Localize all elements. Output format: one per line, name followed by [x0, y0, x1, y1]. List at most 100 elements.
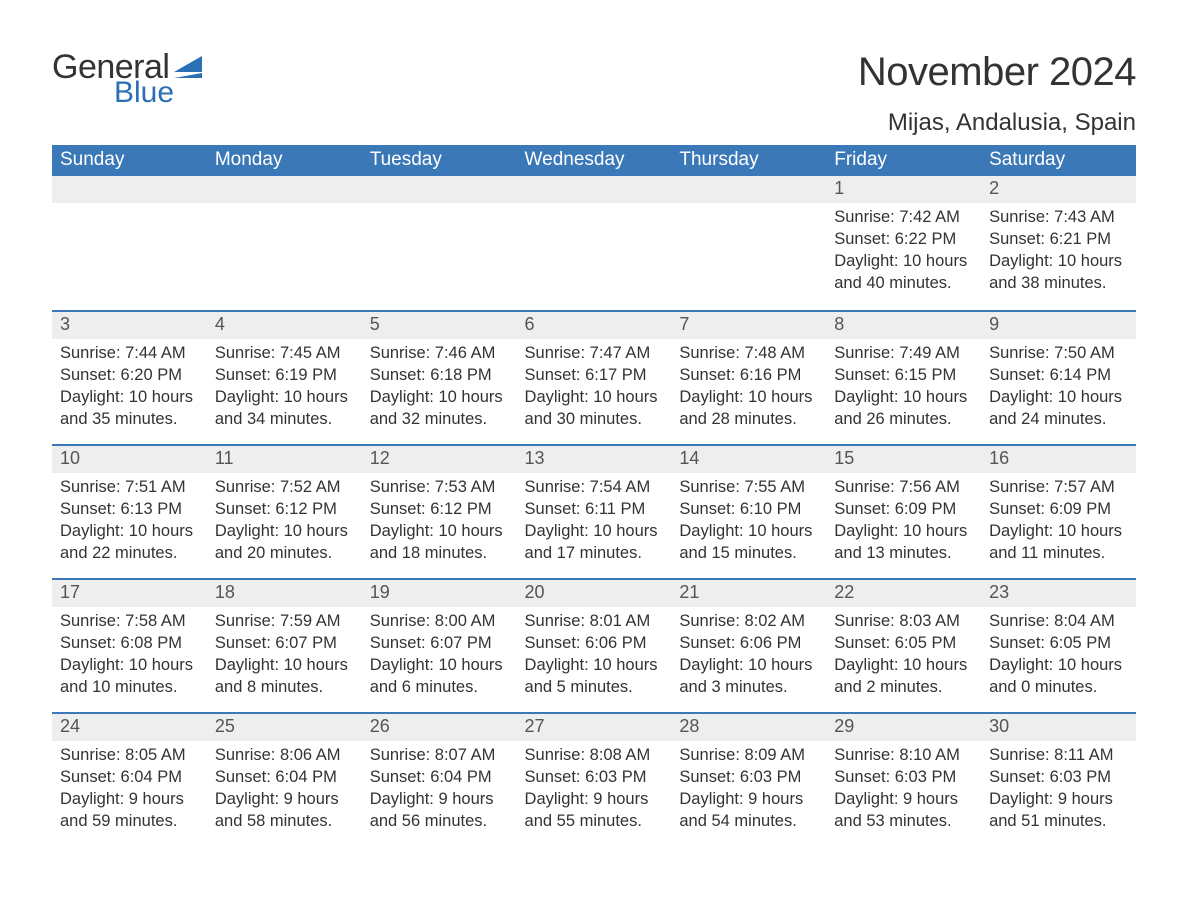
- day-details: Sunrise: 7:47 AMSunset: 6:17 PMDaylight:…: [517, 339, 672, 435]
- calendar-cell: 18Sunrise: 7:59 AMSunset: 6:07 PMDayligh…: [207, 578, 362, 712]
- calendar-cell: [517, 176, 672, 310]
- day-header: Saturday: [981, 145, 1136, 176]
- daylight-text: Daylight: 10 hours and 8 minutes.: [215, 654, 354, 699]
- calendar-cell: 9Sunrise: 7:50 AMSunset: 6:14 PMDaylight…: [981, 310, 1136, 444]
- daylight-text: Daylight: 10 hours and 30 minutes.: [525, 386, 664, 431]
- calendar-cell: 2Sunrise: 7:43 AMSunset: 6:21 PMDaylight…: [981, 176, 1136, 310]
- calendar-cell: 17Sunrise: 7:58 AMSunset: 6:08 PMDayligh…: [52, 578, 207, 712]
- calendar-cell: [207, 176, 362, 310]
- sunset-text: Sunset: 6:17 PM: [525, 364, 664, 386]
- day-number: 11: [207, 446, 362, 473]
- calendar-week: 17Sunrise: 7:58 AMSunset: 6:08 PMDayligh…: [52, 578, 1136, 712]
- day-details: Sunrise: 8:02 AMSunset: 6:06 PMDaylight:…: [671, 607, 826, 703]
- location: Mijas, Andalusia, Spain: [858, 109, 1136, 137]
- sunset-text: Sunset: 6:08 PM: [60, 632, 199, 654]
- day-details: Sunrise: 8:11 AMSunset: 6:03 PMDaylight:…: [981, 741, 1136, 837]
- sunrise-text: Sunrise: 7:59 AM: [215, 610, 354, 632]
- day-details: Sunrise: 8:00 AMSunset: 6:07 PMDaylight:…: [362, 607, 517, 703]
- calendar-cell: 16Sunrise: 7:57 AMSunset: 6:09 PMDayligh…: [981, 444, 1136, 578]
- day-number: 26: [362, 714, 517, 741]
- day-number: 18: [207, 580, 362, 607]
- daylight-text: Daylight: 10 hours and 32 minutes.: [370, 386, 509, 431]
- day-number: 5: [362, 312, 517, 339]
- daylight-text: Daylight: 9 hours and 59 minutes.: [60, 788, 199, 833]
- daylight-text: Daylight: 10 hours and 34 minutes.: [215, 386, 354, 431]
- day-details: Sunrise: 7:58 AMSunset: 6:08 PMDaylight:…: [52, 607, 207, 703]
- calendar-cell: [362, 176, 517, 310]
- day-details: Sunrise: 7:52 AMSunset: 6:12 PMDaylight:…: [207, 473, 362, 569]
- day-header: Wednesday: [517, 145, 672, 176]
- calendar-cell: 8Sunrise: 7:49 AMSunset: 6:15 PMDaylight…: [826, 310, 981, 444]
- sunset-text: Sunset: 6:07 PM: [370, 632, 509, 654]
- day-number: 29: [826, 714, 981, 741]
- day-number: 7: [671, 312, 826, 339]
- logo-flag-icon: [174, 56, 208, 89]
- calendar-cell: 24Sunrise: 8:05 AMSunset: 6:04 PMDayligh…: [52, 712, 207, 846]
- day-details: Sunrise: 8:05 AMSunset: 6:04 PMDaylight:…: [52, 741, 207, 837]
- day-number: 19: [362, 580, 517, 607]
- sunrise-text: Sunrise: 7:51 AM: [60, 476, 199, 498]
- day-details: Sunrise: 7:56 AMSunset: 6:09 PMDaylight:…: [826, 473, 981, 569]
- day-header: Tuesday: [362, 145, 517, 176]
- sunrise-text: Sunrise: 7:46 AM: [370, 342, 509, 364]
- day-number: 20: [517, 580, 672, 607]
- calendar-cell: 10Sunrise: 7:51 AMSunset: 6:13 PMDayligh…: [52, 444, 207, 578]
- sunrise-text: Sunrise: 7:43 AM: [989, 206, 1128, 228]
- day-number: 2: [981, 176, 1136, 203]
- calendar-cell: 27Sunrise: 8:08 AMSunset: 6:03 PMDayligh…: [517, 712, 672, 846]
- day-number: 28: [671, 714, 826, 741]
- day-details: Sunrise: 7:57 AMSunset: 6:09 PMDaylight:…: [981, 473, 1136, 569]
- daylight-text: Daylight: 10 hours and 0 minutes.: [989, 654, 1128, 699]
- sunset-text: Sunset: 6:05 PM: [834, 632, 973, 654]
- sunrise-text: Sunrise: 8:00 AM: [370, 610, 509, 632]
- sunrise-text: Sunrise: 8:10 AM: [834, 744, 973, 766]
- calendar-table: SundayMondayTuesdayWednesdayThursdayFrid…: [52, 145, 1136, 846]
- sunset-text: Sunset: 6:20 PM: [60, 364, 199, 386]
- day-header: Friday: [826, 145, 981, 176]
- day-details: Sunrise: 8:06 AMSunset: 6:04 PMDaylight:…: [207, 741, 362, 837]
- calendar-cell: 21Sunrise: 8:02 AMSunset: 6:06 PMDayligh…: [671, 578, 826, 712]
- calendar-cell: 19Sunrise: 8:00 AMSunset: 6:07 PMDayligh…: [362, 578, 517, 712]
- day-number: 17: [52, 580, 207, 607]
- daylight-text: Daylight: 10 hours and 22 minutes.: [60, 520, 199, 565]
- calendar-cell: 30Sunrise: 8:11 AMSunset: 6:03 PMDayligh…: [981, 712, 1136, 846]
- sunrise-text: Sunrise: 7:56 AM: [834, 476, 973, 498]
- month-title: November 2024: [858, 50, 1136, 95]
- day-details: Sunrise: 8:04 AMSunset: 6:05 PMDaylight:…: [981, 607, 1136, 703]
- calendar-week: 10Sunrise: 7:51 AMSunset: 6:13 PMDayligh…: [52, 444, 1136, 578]
- header: General Blue November 2024 Mijas, Andalu…: [52, 50, 1136, 137]
- sunset-text: Sunset: 6:12 PM: [215, 498, 354, 520]
- daylight-text: Daylight: 10 hours and 17 minutes.: [525, 520, 664, 565]
- sunset-text: Sunset: 6:14 PM: [989, 364, 1128, 386]
- sunrise-text: Sunrise: 8:08 AM: [525, 744, 664, 766]
- calendar-cell: 12Sunrise: 7:53 AMSunset: 6:12 PMDayligh…: [362, 444, 517, 578]
- day-number: 27: [517, 714, 672, 741]
- sunrise-text: Sunrise: 8:11 AM: [989, 744, 1128, 766]
- calendar-cell: 15Sunrise: 7:56 AMSunset: 6:09 PMDayligh…: [826, 444, 981, 578]
- daylight-text: Daylight: 10 hours and 5 minutes.: [525, 654, 664, 699]
- day-number: 10: [52, 446, 207, 473]
- day-details: Sunrise: 7:42 AMSunset: 6:22 PMDaylight:…: [826, 203, 981, 299]
- sunset-text: Sunset: 6:15 PM: [834, 364, 973, 386]
- sunset-text: Sunset: 6:04 PM: [215, 766, 354, 788]
- day-number: 6: [517, 312, 672, 339]
- daylight-text: Daylight: 10 hours and 35 minutes.: [60, 386, 199, 431]
- sunset-text: Sunset: 6:03 PM: [679, 766, 818, 788]
- day-number: 1: [826, 176, 981, 203]
- day-details: Sunrise: 7:53 AMSunset: 6:12 PMDaylight:…: [362, 473, 517, 569]
- daylight-text: Daylight: 10 hours and 3 minutes.: [679, 654, 818, 699]
- day-number: 30: [981, 714, 1136, 741]
- logo-text: General Blue: [52, 50, 174, 108]
- day-number: 9: [981, 312, 1136, 339]
- daylight-text: Daylight: 9 hours and 56 minutes.: [370, 788, 509, 833]
- empty-day: [52, 176, 207, 203]
- sunrise-text: Sunrise: 8:07 AM: [370, 744, 509, 766]
- sunrise-text: Sunrise: 7:49 AM: [834, 342, 973, 364]
- calendar-cell: 7Sunrise: 7:48 AMSunset: 6:16 PMDaylight…: [671, 310, 826, 444]
- calendar-week: 3Sunrise: 7:44 AMSunset: 6:20 PMDaylight…: [52, 310, 1136, 444]
- day-number: 23: [981, 580, 1136, 607]
- day-details: Sunrise: 7:48 AMSunset: 6:16 PMDaylight:…: [671, 339, 826, 435]
- sunset-text: Sunset: 6:03 PM: [989, 766, 1128, 788]
- sunset-text: Sunset: 6:06 PM: [525, 632, 664, 654]
- calendar-week: 1Sunrise: 7:42 AMSunset: 6:22 PMDaylight…: [52, 176, 1136, 310]
